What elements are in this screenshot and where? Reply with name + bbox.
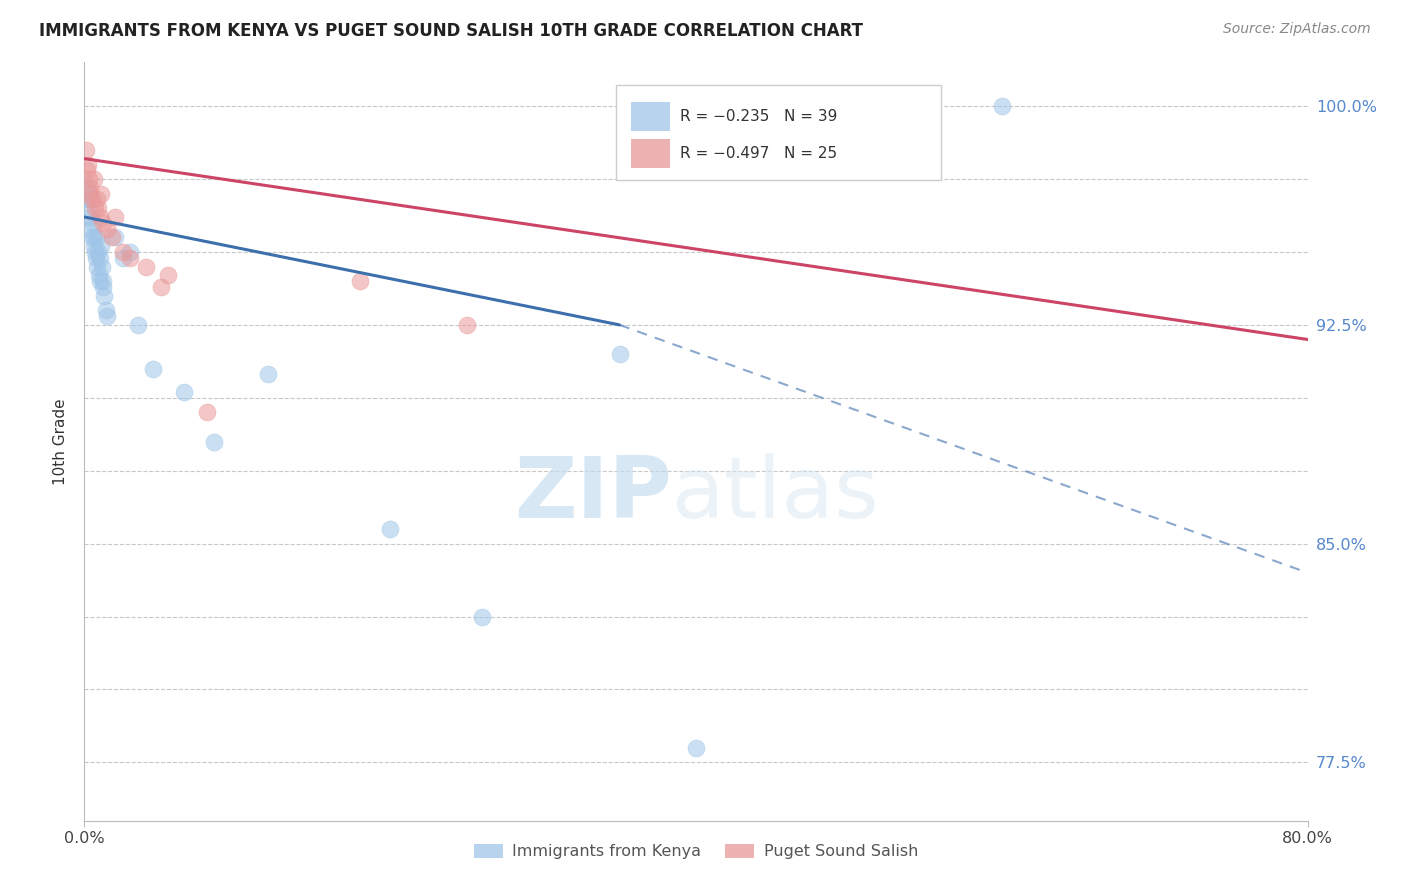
Point: [349, 274, 371, 288]
FancyBboxPatch shape: [616, 85, 941, 180]
Point: [89, 274, 111, 288]
Point: [94, 303, 117, 318]
Point: [76, 193, 98, 207]
Point: [120, 251, 142, 265]
Point: [127, 318, 149, 332]
Point: [93, 274, 115, 288]
Point: [80, 193, 103, 207]
Point: [257, 368, 280, 382]
Point: [173, 384, 195, 399]
Point: [101, 230, 124, 244]
Point: [83, 172, 105, 186]
Point: [79, 210, 101, 224]
Point: [456, 318, 478, 332]
Point: [90, 186, 112, 201]
Point: [91, 216, 114, 230]
Text: R = −0.497   N = 25: R = −0.497 N = 25: [681, 146, 837, 161]
Point: [77, 157, 100, 171]
Point: [471, 609, 494, 624]
Point: [111, 251, 134, 265]
Point: [87, 201, 110, 215]
FancyBboxPatch shape: [631, 139, 671, 168]
Point: [79, 193, 101, 207]
Point: [84, 244, 107, 259]
Point: [83, 239, 105, 253]
FancyBboxPatch shape: [631, 102, 671, 130]
Point: [79, 186, 101, 201]
Point: [89, 251, 111, 265]
Point: [84, 251, 107, 265]
Point: [77, 186, 100, 201]
Point: [991, 99, 1014, 113]
Point: [77, 172, 100, 186]
Point: [75, 143, 97, 157]
Point: [86, 260, 108, 274]
Point: [83, 230, 105, 244]
Text: ZIP: ZIP: [513, 453, 672, 536]
Point: [87, 244, 110, 259]
Text: IMMIGRANTS FROM KENYA VS PUGET SOUND SALISH 10TH GRADE CORRELATION CHART: IMMIGRANTS FROM KENYA VS PUGET SOUND SAL…: [39, 22, 863, 40]
Point: [76, 163, 98, 178]
Point: [87, 268, 110, 283]
Text: Source: ZipAtlas.com: Source: ZipAtlas.com: [1223, 22, 1371, 37]
Point: [84, 201, 107, 215]
Point: [202, 434, 225, 449]
Point: [609, 347, 631, 361]
Point: [96, 309, 118, 323]
Point: [135, 260, 157, 274]
Point: [76, 181, 98, 195]
Point: [86, 230, 108, 244]
Point: [157, 268, 180, 283]
Point: [79, 181, 101, 195]
Point: [82, 216, 104, 230]
Point: [120, 244, 142, 259]
Point: [149, 280, 172, 294]
Point: [104, 210, 127, 224]
Point: [86, 193, 108, 207]
Point: [89, 210, 111, 224]
Point: [80, 230, 103, 244]
Legend: Immigrants from Kenya, Puget Sound Salish: Immigrants from Kenya, Puget Sound Salis…: [468, 838, 924, 866]
Point: [685, 740, 707, 755]
Y-axis label: 10th Grade: 10th Grade: [53, 398, 69, 485]
Point: [90, 239, 112, 253]
Point: [380, 522, 402, 536]
Point: [111, 244, 134, 259]
Point: [77, 201, 100, 215]
Point: [80, 221, 103, 235]
Point: [142, 361, 165, 376]
Text: atlas: atlas: [672, 453, 880, 536]
Point: [93, 289, 115, 303]
Point: [91, 280, 114, 294]
Point: [91, 260, 114, 274]
Point: [195, 405, 218, 419]
Point: [96, 221, 118, 235]
Point: [104, 230, 127, 244]
Text: R = −0.235   N = 39: R = −0.235 N = 39: [681, 109, 838, 124]
